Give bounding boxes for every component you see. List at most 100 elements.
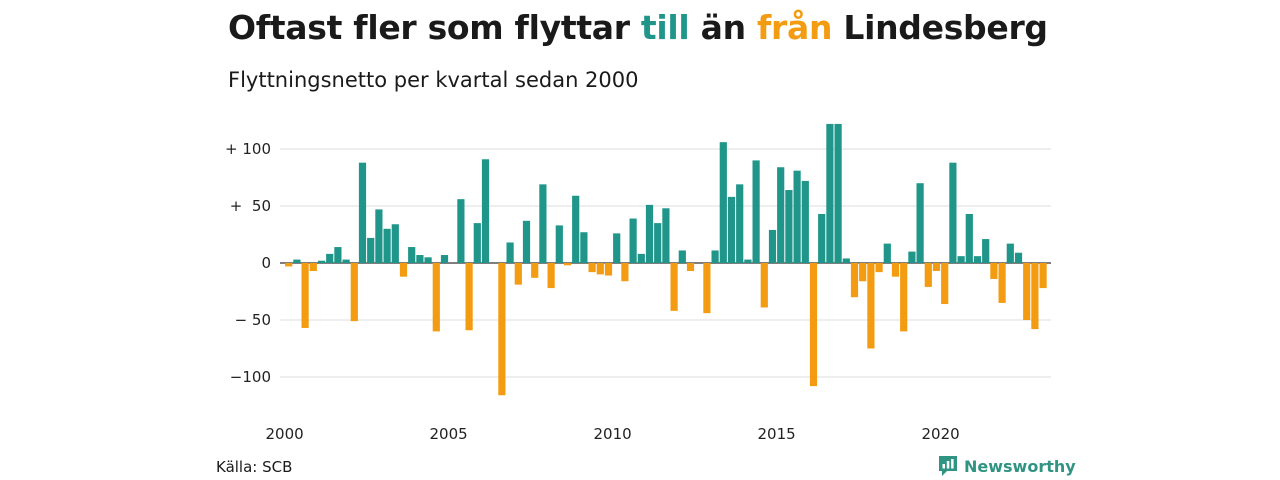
bar-negative: [432, 263, 440, 332]
bar-negative: [514, 263, 522, 285]
bar-negative: [350, 263, 358, 322]
bar-negative: [285, 263, 293, 267]
bar-positive: [317, 260, 326, 263]
bar-negative: [867, 263, 875, 349]
bar-positive: [727, 196, 736, 263]
y-tick-label: + 100: [225, 140, 271, 158]
bar-positive: [908, 251, 916, 263]
bar-negative: [809, 263, 818, 387]
bar-positive: [613, 233, 621, 263]
bar-positive: [965, 213, 973, 263]
bar-negative: [670, 263, 678, 311]
x-tick-label: 2005: [430, 425, 468, 443]
chart-subtitle: Flyttningsnetto per kvartal sedan 2000: [228, 68, 639, 92]
bar-positive: [982, 239, 990, 263]
bar-positive: [555, 225, 563, 263]
bar-positive: [1006, 243, 1014, 263]
bar-positive: [916, 183, 924, 263]
bar-negative: [1039, 263, 1047, 289]
bar-negative: [924, 263, 932, 287]
x-tick-label: 2010: [594, 425, 632, 443]
bar-positive: [334, 247, 342, 263]
bar-positive: [826, 123, 834, 263]
bar-positive: [473, 223, 481, 263]
source-note: Källa: SCB: [216, 458, 293, 476]
bar-positive: [424, 257, 432, 263]
y-tick-label: −100: [230, 368, 271, 386]
brand-logo: Newsworthy: [938, 455, 1076, 477]
bar-negative: [932, 263, 941, 271]
bar-positive: [752, 160, 760, 263]
newsworthy-icon: [939, 456, 957, 476]
bar-positive: [645, 204, 654, 263]
bar-negative: [301, 263, 309, 328]
bar-negative: [547, 263, 555, 289]
bar-positive: [580, 232, 588, 263]
y-tick-label: + 50: [230, 197, 271, 215]
bar-positive: [662, 208, 670, 263]
x-tick-label: 2015: [758, 425, 796, 443]
bar-positive: [768, 229, 777, 263]
bar-negative: [850, 263, 859, 298]
bar-negative: [941, 263, 949, 305]
bar-positive: [801, 180, 809, 263]
bar-negative: [498, 263, 506, 396]
bar-negative: [588, 263, 596, 273]
bar-positive: [367, 237, 375, 263]
bar-positive: [293, 259, 301, 263]
bar-positive: [342, 259, 350, 263]
bar-positive: [375, 209, 383, 263]
bar-positive: [719, 142, 727, 263]
bar-positive: [793, 170, 801, 263]
bar-positive: [522, 220, 531, 263]
title-highlight-from: från: [756, 8, 833, 47]
x-tick-label: 2000: [266, 425, 304, 443]
chart-title: Oftast fler som flyttar till än från Lin…: [228, 8, 1048, 47]
bar-positive: [481, 159, 490, 263]
bar-positive: [539, 184, 547, 263]
bar-negative: [703, 263, 711, 314]
bar-negative: [465, 263, 473, 331]
bar-positive: [637, 253, 645, 263]
bar-positive: [457, 199, 465, 263]
bar-positive: [949, 162, 957, 263]
bar-positive: [711, 250, 719, 263]
bar-positive: [326, 253, 334, 263]
bar-negative: [686, 263, 695, 271]
bar-negative: [990, 263, 998, 279]
bar-positive: [834, 123, 842, 263]
bar-positive: [842, 258, 850, 263]
bar-negative: [596, 263, 604, 275]
bar-positive: [678, 250, 686, 263]
bar-positive: [506, 242, 514, 263]
bar-positive: [818, 213, 826, 263]
bar-negative: [563, 263, 572, 266]
bar-positive: [629, 218, 637, 263]
bar-negative: [604, 263, 613, 276]
bar-positive: [654, 223, 662, 263]
bar-negative: [875, 263, 883, 273]
brand-name: Newsworthy: [964, 456, 1076, 476]
x-tick-label: 2020: [922, 425, 960, 443]
bar-negative: [859, 263, 867, 282]
bar-positive: [1014, 252, 1023, 263]
bar-positive: [957, 256, 965, 263]
bar-negative: [621, 263, 629, 282]
bar-positive: [408, 247, 416, 263]
bar-negative: [1031, 263, 1039, 330]
bar-negative: [309, 263, 317, 271]
bar-negative: [891, 263, 900, 277]
y-tick-label: − 50: [235, 311, 271, 329]
bar-positive: [777, 167, 785, 263]
bar-negative: [531, 263, 539, 278]
title-highlight-to: till: [640, 8, 690, 47]
bar-positive: [973, 256, 982, 263]
y-tick-label: 0: [261, 254, 271, 272]
bar-positive: [358, 162, 367, 263]
bar-negative: [1023, 263, 1031, 320]
bar-positive: [383, 228, 391, 263]
bar-positive: [785, 190, 793, 263]
bar-positive: [572, 195, 580, 263]
bar-negative: [998, 263, 1006, 303]
